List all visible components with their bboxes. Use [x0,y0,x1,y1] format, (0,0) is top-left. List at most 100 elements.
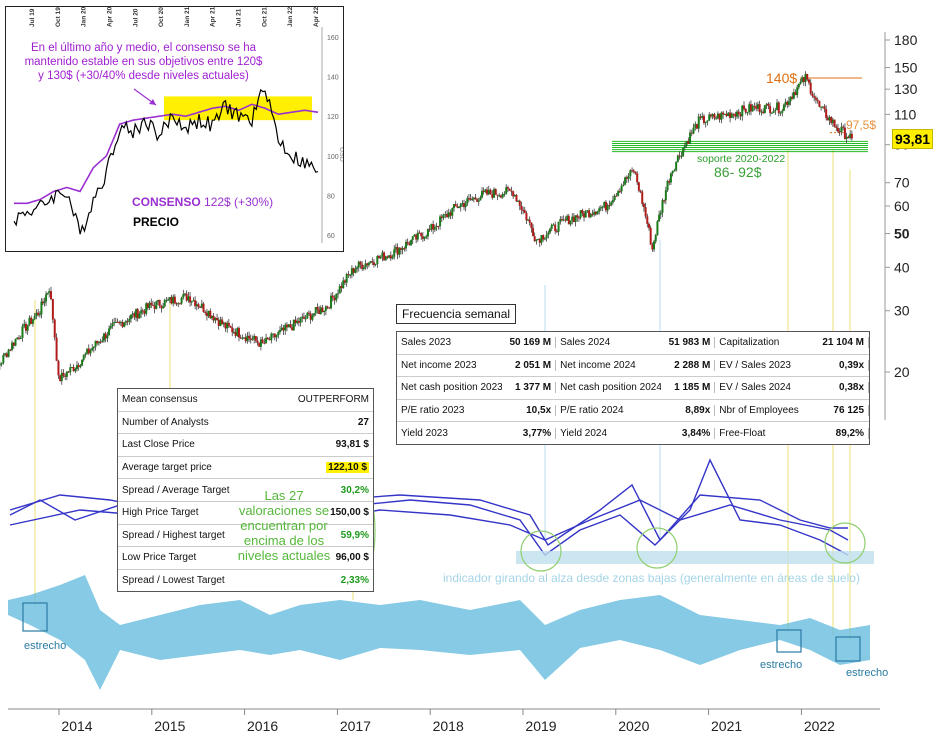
candle-body [634,171,637,174]
candle-body [343,280,346,283]
candle-body [141,310,144,312]
candle-body [91,347,94,351]
candle-body [435,225,438,228]
candle-body [789,96,792,102]
candle-body [330,295,333,309]
candle-body [28,317,31,326]
candle-body [94,340,97,347]
fundamentals-row: Sales 2023 50 169 M Sales 2024 51 983 M Capi… [397,332,870,355]
candle-body [440,216,443,219]
indicator-low-zone [516,551,874,564]
candle-body [381,252,384,257]
consensus-row: Spread / Lowest Target 2,33% [118,570,373,592]
candle-body [190,301,193,303]
x-tick-label: 2014 [61,718,92,734]
candle-body [547,232,550,235]
x-tick-label: 2016 [247,718,278,734]
metric-value: 51 983 M [661,337,716,349]
candle-body [807,79,810,83]
candle-body [639,190,642,192]
candle-body [753,105,756,107]
inset-x-tick-label: Jul 19 [29,8,36,27]
candle-body [212,315,215,321]
candle-body [309,313,312,320]
turn-circle [824,522,866,564]
candle-body [765,103,768,106]
consensus-value-text: OUTPERFORM [297,394,369,406]
candle-body [342,280,345,289]
candle-body [572,216,575,222]
candle-body [46,292,49,295]
candle-body [453,204,455,209]
candle-body [383,252,386,261]
candle-body [275,335,278,338]
candle-body [583,213,586,218]
candle-body [464,203,467,208]
candle-body [53,319,56,338]
metric-value: 0,39x [817,359,870,371]
candle-body [372,262,375,265]
candle-body [366,263,369,266]
candle-body [442,214,445,219]
candle-body [84,353,87,356]
candle-body [794,92,797,96]
x-tick-label: 2019 [525,718,556,734]
candle-body [493,189,496,198]
consensus-value-text: 2,33% [340,575,369,587]
candle-body [92,346,95,348]
candle-body [836,127,839,132]
inset-x-tick-label: Jul 21 [236,8,243,27]
y-tick-label: 180 [894,32,918,48]
candle-body [781,110,784,113]
candle-body [692,127,695,134]
consensus-table: Mean consensus OUTPERFORM Number of Analys… [117,388,374,593]
candle-body [308,312,310,314]
candle-body [423,236,426,239]
candle-body [449,212,452,216]
candle-body [185,293,188,301]
candle-body [18,337,20,339]
candle-body [11,342,14,350]
candle-body [175,303,178,305]
candle-body [498,195,501,197]
inset-x-tick-label: Jan 20 [81,7,88,27]
candle-body [784,101,787,105]
candle-body [398,248,401,255]
candle-body [737,111,740,115]
candle-body [608,205,611,207]
inset-y-tick-label: 160 [327,35,339,42]
candle-body [301,316,304,319]
candle-body [826,117,829,121]
candle-body [716,113,719,119]
candle-body [658,214,661,222]
candle-body [567,215,570,225]
x-tick-label: 2015 [154,718,185,734]
candle-body [671,170,674,174]
candle-body [379,256,382,259]
candle-body [289,324,292,328]
candle-body [234,332,237,336]
candle-body [593,211,596,215]
candle-body [615,195,618,197]
candle-body [328,307,331,309]
candle-body [543,238,546,240]
consensus-line [14,103,319,205]
metric-label: Net cash position 2024 [560,382,662,394]
candle-body [499,195,502,198]
candle-body [760,111,763,113]
candle-body [292,319,295,331]
consensus-row: Low Price Target 96,00 $ [118,547,373,570]
consensus-value: 27 [272,417,373,428]
candle-body [709,114,712,117]
candle-body [268,339,271,341]
candle-body [642,203,645,208]
candle-body [60,372,63,382]
consensus-value: 150,00 $ [272,507,373,518]
candle-body [617,191,620,196]
candle-body [561,219,564,221]
narrow-box [835,636,861,662]
metric-label: Yield 2023 [401,427,448,439]
candle-body [243,337,246,339]
candle-body [376,256,379,264]
candle-body [41,301,44,304]
